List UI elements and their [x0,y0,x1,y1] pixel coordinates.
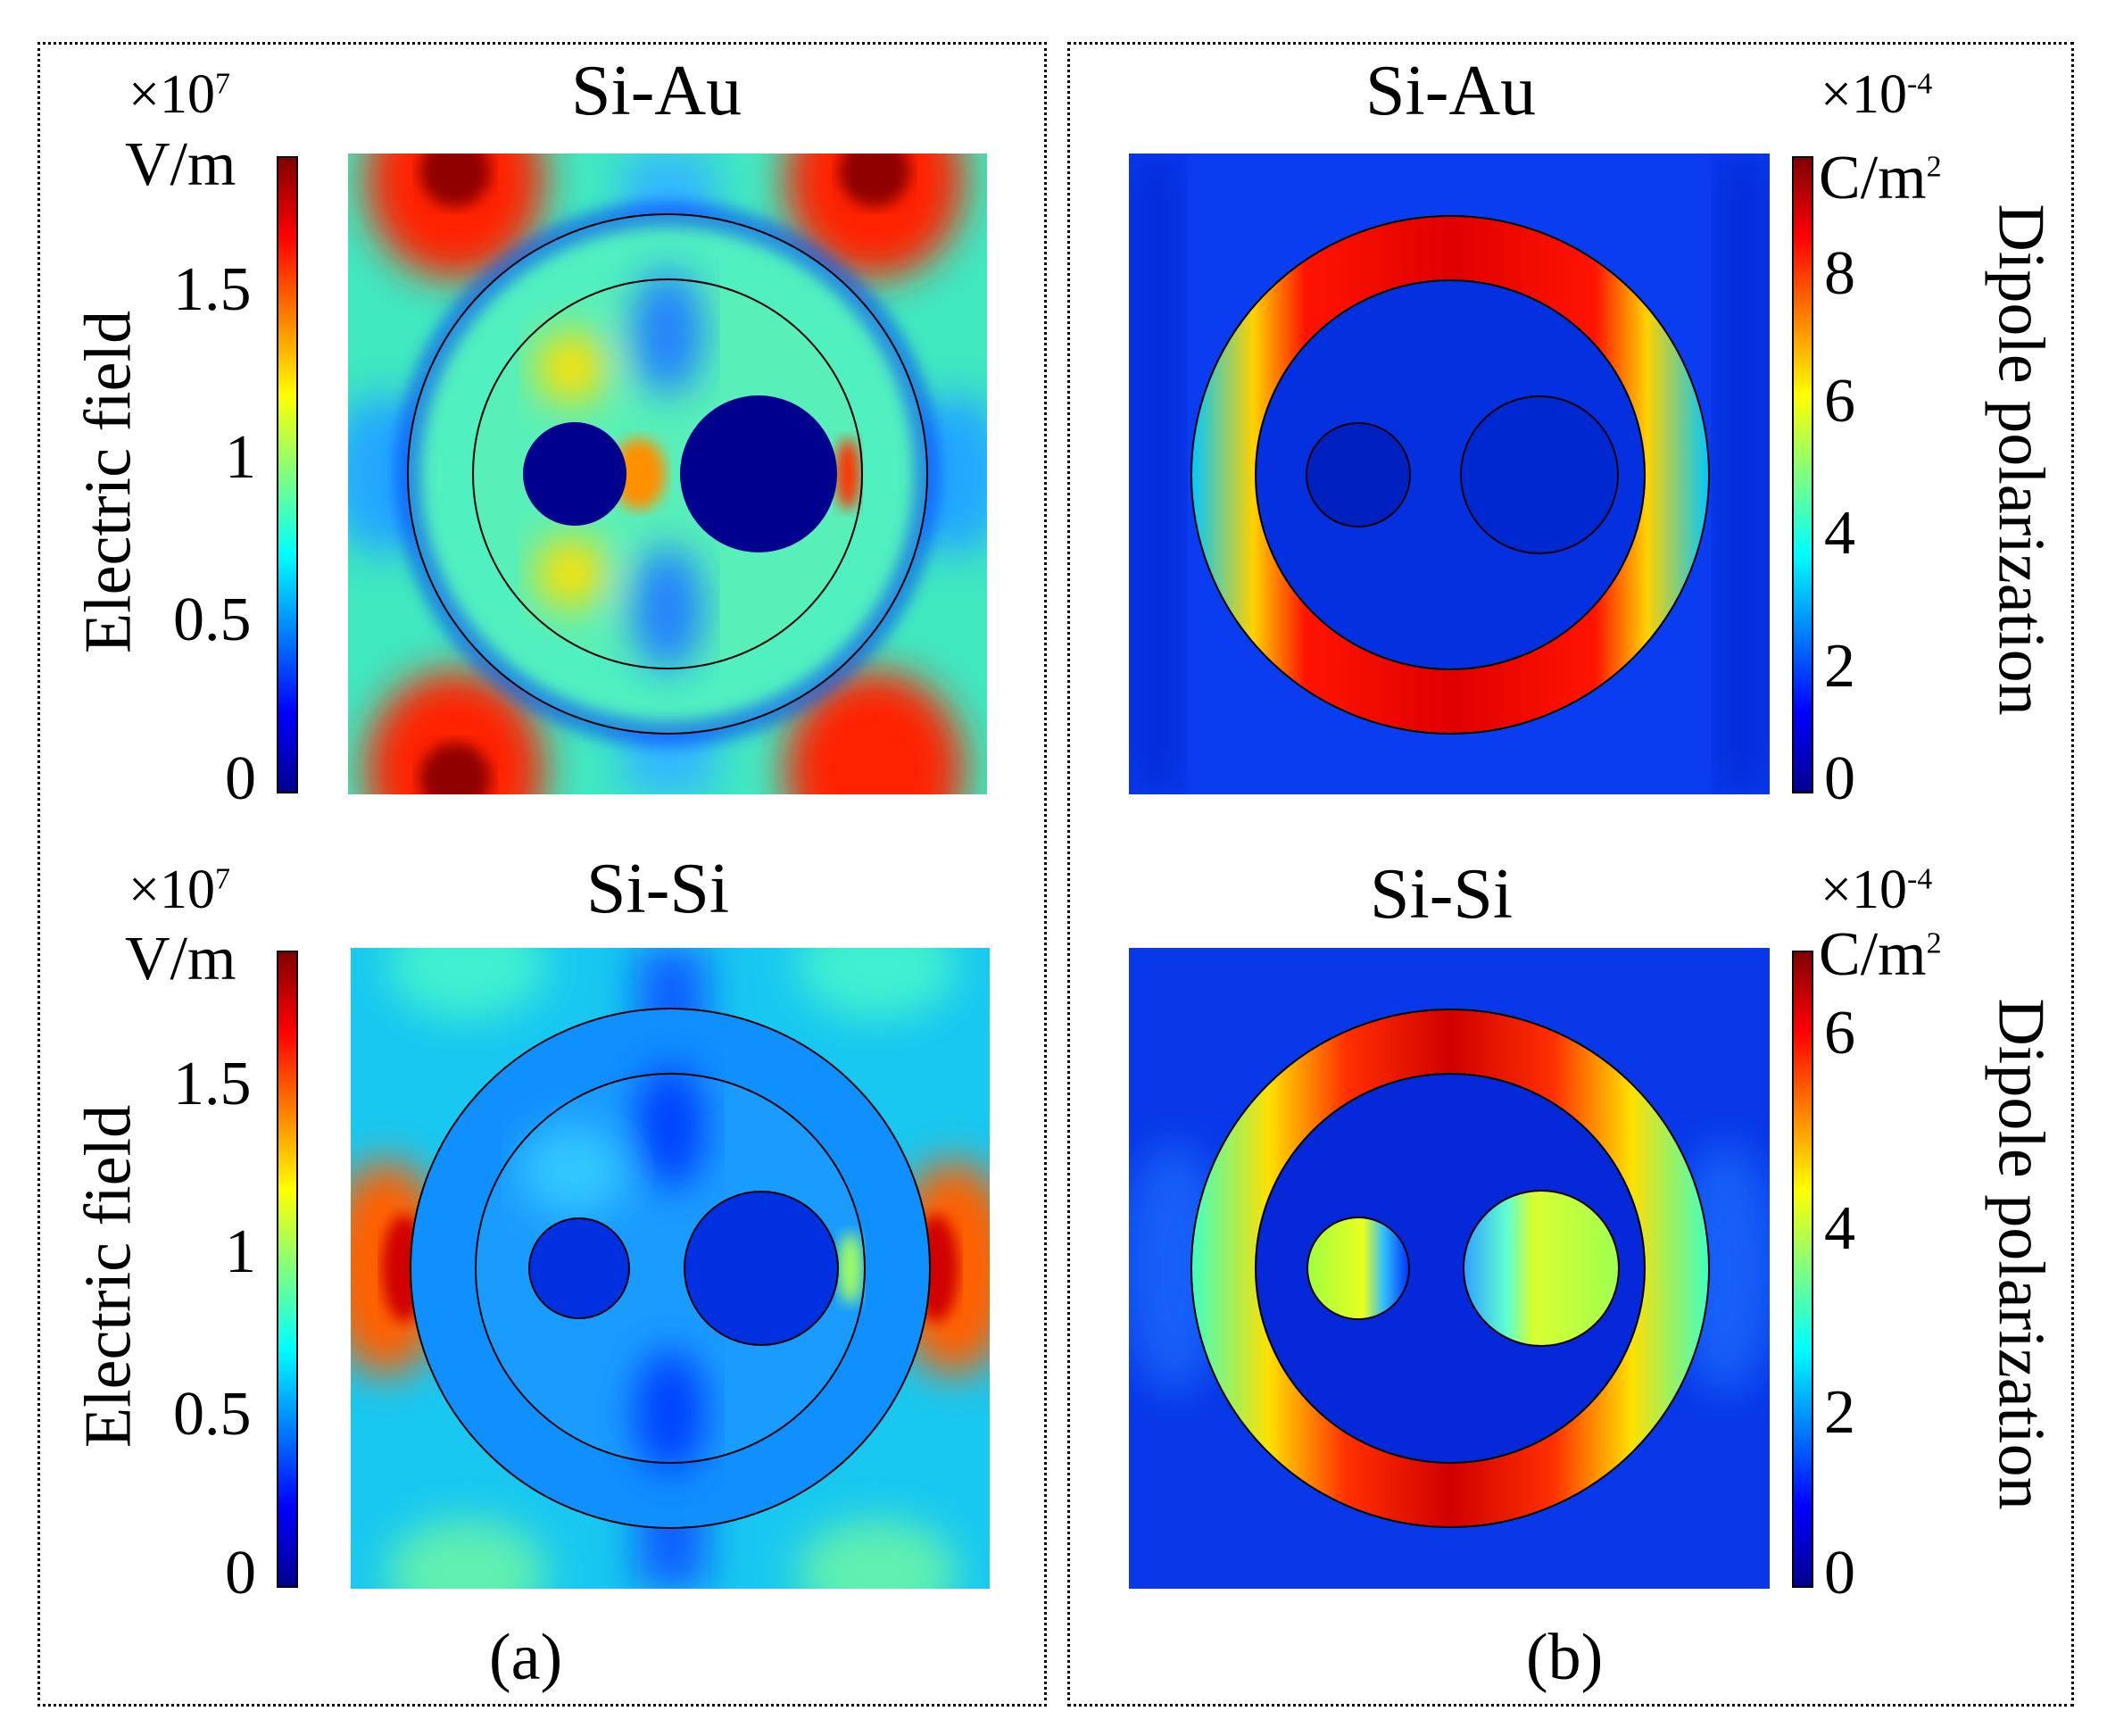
heatmap-si-si-field [351,948,990,1589]
colorbar-tick: 2 [1824,632,1855,701]
colorbar-tick: 0 [225,744,256,813]
panel-b-frame [1067,42,2074,1707]
colorbar-tick: 8 [1824,239,1855,308]
colorbar-tick: 0.5 [173,1380,252,1449]
colorbar-unit: C/m2 [1819,144,1942,212]
colorbar-multiplier: ×10-4 [1821,64,1933,125]
panel-caption-a: (a) [489,1621,563,1694]
colorbar-tick: 1.5 [173,1050,252,1118]
colorbar [277,951,298,1588]
colorbar [1792,156,1813,793]
plot-title: Si-Si [586,850,730,928]
plot-title: Si-Au [1365,52,1537,130]
plot-title: Si-Si [1370,855,1514,934]
panel-caption-b: (b) [1526,1621,1604,1694]
colorbar [1792,951,1813,1588]
colorbar-tick: 1.5 [173,255,252,324]
colorbar-unit: C/m2 [1819,920,1942,989]
colorbar-unit: V/m [125,130,236,199]
colorbar-multiplier: ×107 [129,860,230,920]
heatmap-si-si-polarization [1129,948,1770,1589]
colorbar-multiplier: ×107 [129,64,230,125]
colorbar-tick: 1 [225,423,256,492]
heatmap-si-au-field [348,154,987,794]
plot-title: Si-Au [571,52,742,130]
colorbar-tick: 0 [225,1539,256,1607]
colorbar-tick: 4 [1824,1194,1855,1263]
colorbar-label: Dipole polarization [1984,204,2058,716]
colorbar-tick: 2 [1824,1378,1855,1447]
colorbar-tick: 1 [225,1217,256,1286]
colorbar-tick: 6 [1824,999,1855,1067]
colorbar-multiplier: ×10-4 [1821,860,1933,920]
colorbar-label: Electric field [71,1104,145,1449]
colorbar-tick: 0 [1824,744,1855,813]
colorbar-label: Electric field [71,310,145,654]
colorbar-tick: 6 [1824,367,1855,436]
colorbar-tick: 0 [1824,1539,1855,1607]
colorbar [277,156,298,793]
colorbar-label: Dipole polarization [1984,998,2058,1510]
colorbar-unit: V/m [125,925,236,993]
heatmap-si-au-polarization [1129,154,1770,794]
colorbar-tick: 4 [1824,499,1855,568]
colorbar-tick: 0.5 [173,586,252,654]
panel-a-frame [37,42,1047,1707]
